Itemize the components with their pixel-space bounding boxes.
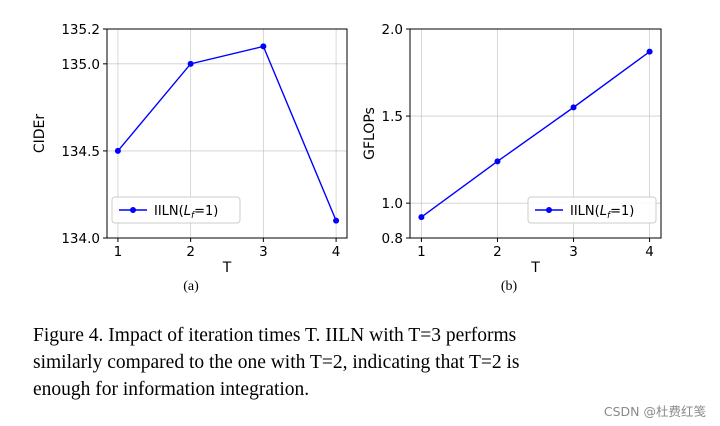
data-point (260, 43, 267, 50)
y-tick-label: 2.0 (382, 22, 403, 38)
y-axis-label: CIDEr (32, 114, 48, 154)
data-point (418, 214, 425, 221)
caption-line-2: similarly compared to the one with T=2, … (33, 352, 520, 373)
y-tick-label: 0.8 (382, 231, 403, 247)
data-point (570, 104, 577, 111)
y-tick-label: 135.0 (61, 57, 100, 73)
y-tick-label: 1.5 (382, 109, 403, 125)
series-line (420, 51, 651, 218)
legend-marker (546, 207, 552, 213)
legend-box (111, 196, 241, 224)
x-tick-label: 3 (569, 244, 578, 260)
chart-panel-1: 1 2 3 4 0.8 1.0 1.5 2.0 T GFLOPs IILN(Lf=1) (b) (362, 22, 662, 294)
x-tick-label: 3 (259, 244, 268, 260)
watermark: CSDN @杜费红笺 (603, 404, 706, 419)
plot-frame (106, 28, 348, 239)
caption-line-3: enough for information integration. (33, 379, 310, 400)
legend-label: IILN(Lf=1) (570, 204, 634, 221)
figure-caption: Figure 4. Impact of iteration times T. I… (33, 322, 665, 403)
y-tick-label: 134.5 (61, 144, 100, 160)
data-point (646, 48, 653, 55)
data-point (187, 60, 194, 67)
chart-panel-0: 1 2 3 4 134.0 134.5 135.0 135.2 T CIDEr IILN(Lf=1)… (32, 22, 348, 294)
legend-label: IILN(Lf=1) (154, 204, 218, 221)
x-tick-label: 1 (417, 244, 426, 260)
legend-box (527, 196, 657, 224)
caption-line-1: Figure 4. Impact of iteration times T. I… (33, 325, 517, 346)
x-tick-label: 4 (332, 244, 341, 260)
y-tick-label: 1.0 (382, 196, 403, 212)
data-point (333, 217, 340, 224)
series-line (117, 45, 337, 221)
x-tick-label: 1 (114, 244, 123, 260)
y-tick-label: 134.0 (61, 231, 100, 247)
x-tick-label: 2 (186, 244, 195, 260)
x-tick-label: 4 (645, 244, 654, 260)
y-tick-label: 135.2 (61, 22, 100, 38)
legend-marker (130, 207, 136, 213)
subfigure-label: (b) (501, 279, 518, 294)
data-point (494, 158, 501, 165)
subfigure-label: (a) (183, 279, 199, 294)
plot-frame (409, 28, 662, 239)
data-point (114, 147, 121, 154)
x-axis-label: T (222, 260, 232, 276)
figure-charts: 1 2 3 4 134.0 134.5 135.0 135.2 T CIDEr IILN(Lf=1)… (32, 22, 662, 294)
y-axis-label: GFLOPs (362, 107, 378, 160)
x-axis-label: T (530, 260, 540, 276)
x-tick-label: 2 (493, 244, 502, 260)
